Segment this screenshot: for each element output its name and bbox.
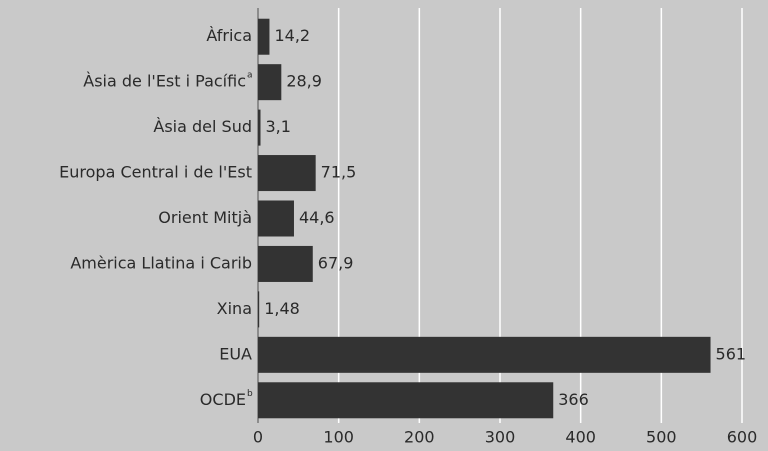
value-label: 561: [716, 344, 747, 363]
x-tick-label: 600: [727, 428, 758, 447]
value-label: 71,5: [321, 163, 357, 182]
value-label: 67,9: [318, 253, 354, 272]
bar: [258, 64, 282, 101]
x-tick-label: 200: [404, 428, 435, 447]
category-label: Orient Mitjà: [158, 208, 252, 227]
category-label: Àsia de l'Est i Pacífic: [83, 72, 246, 91]
bar: [258, 336, 711, 373]
bar: [258, 155, 316, 192]
x-tick-label: 100: [323, 428, 354, 447]
value-label: 28,9: [286, 72, 322, 91]
category-label: OCDE: [200, 390, 246, 409]
value-label: 1,48: [264, 299, 300, 318]
x-tick-label: 400: [565, 428, 596, 447]
category-label: Amèrica Llatina i Carib: [70, 253, 252, 272]
x-tick-label: 0: [253, 428, 263, 447]
category-label: Xina: [217, 299, 252, 318]
footnote-marker: a: [247, 71, 253, 81]
bar: [258, 245, 313, 282]
value-label: 44,6: [299, 208, 335, 227]
footnote-marker: b: [247, 389, 253, 399]
category-label: Àsia del Sud: [153, 117, 252, 136]
bar: [258, 382, 554, 419]
bar: [258, 200, 294, 237]
value-label: 366: [558, 390, 589, 409]
category-label: Europa Central i de l'Est: [59, 163, 252, 182]
x-tick-label: 500: [646, 428, 677, 447]
value-label: 3,1: [266, 117, 291, 136]
bar: [258, 291, 260, 328]
x-tick-label: 300: [485, 428, 516, 447]
bar: [258, 109, 261, 146]
bar: [258, 18, 270, 55]
category-label: EUA: [219, 344, 252, 363]
value-label: 14,2: [274, 26, 310, 45]
category-label: Àfrica: [206, 26, 252, 45]
